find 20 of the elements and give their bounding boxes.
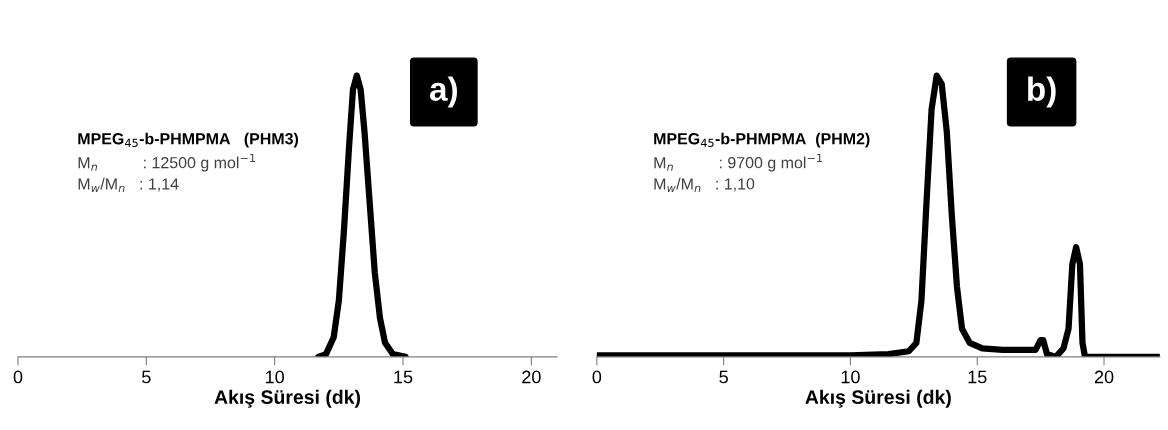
x-tick-label: 0 (592, 370, 602, 384)
text: M$_{n}$ : 12500 g mol$^{−1}$ (78, 153, 256, 172)
annotation: a) (429, 76, 457, 108)
x-tick-label: 10 (841, 370, 860, 384)
x-tick-label: 5 (142, 370, 151, 384)
text: M$_{w}$/M$_{n}$ : 1,14 (78, 177, 179, 192)
x-tick-label: 15 (394, 370, 413, 384)
x-tick-label: 20 (1094, 370, 1114, 384)
x-tick-label: 5 (719, 370, 728, 384)
annotation: b) (1028, 76, 1056, 108)
x-tick-label: 10 (266, 370, 285, 384)
x-axis-title: Akış Süresi (dk) (214, 389, 361, 408)
text: M$_{n}$ : 9700 g mol$^{−1}$ (654, 153, 823, 172)
annotation: MPEG$_{45}$-b-PHMPMA (PHM3) (78, 132, 299, 148)
x-tick-label: 15 (968, 370, 987, 384)
text: M$_{w}$/M$_{n}$ : 1,10 (654, 177, 755, 192)
x-axis-title: Akış Süresi (dk) (805, 389, 951, 408)
x-tick-label: 0 (13, 370, 23, 384)
annotation: MPEG$_{45}$-b-PHMPMA (PHM2) (654, 132, 870, 148)
x-tick-label: 20 (522, 370, 541, 384)
